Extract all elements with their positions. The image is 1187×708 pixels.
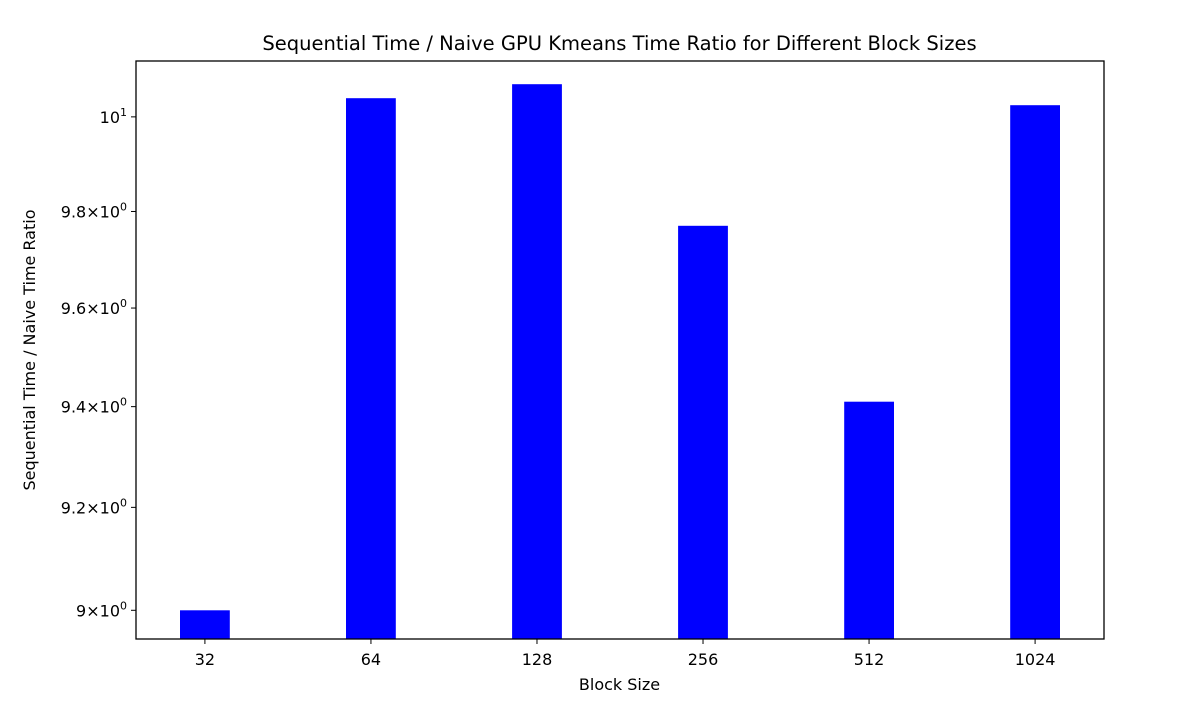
y-tick-label: 101: [100, 106, 127, 127]
x-axis-label: Block Size: [579, 675, 660, 694]
bar-1024: [1010, 105, 1060, 639]
x-tick-label: 64: [361, 650, 381, 669]
bar-128: [512, 84, 562, 639]
y-tick-label: 9.6×100: [61, 297, 127, 318]
bar-256: [678, 225, 728, 640]
x-tick-label: 128: [522, 650, 553, 669]
y-axis-label: Sequential Time / Naive Time Ratio: [20, 210, 39, 491]
bars-group: [180, 84, 1060, 640]
y-tick-label: 9×100: [76, 599, 127, 620]
y-tick-label: 9.8×100: [61, 200, 127, 221]
x-tick-label: 32: [195, 650, 215, 669]
bar-32: [180, 610, 230, 639]
x-axis-ticks: 32 64 128 256 512 1024: [195, 639, 1056, 669]
x-tick-label: 1024: [1015, 650, 1056, 669]
x-tick-label: 512: [854, 650, 885, 669]
y-tick-label: 9.2×100: [61, 496, 127, 517]
bar-64: [346, 98, 396, 639]
plot-frame: [135, 60, 1105, 640]
y-tick-label: 9.4×100: [61, 396, 127, 417]
x-tick-label: 256: [688, 650, 719, 669]
bar-512: [844, 401, 894, 639]
chart-title: Sequential Time / Naive GPU Kmeans Time …: [262, 32, 976, 55]
y-axis-ticks: 9×100 9.2×100 9.4×100 9.6×100 9.8×100 101: [61, 106, 136, 620]
